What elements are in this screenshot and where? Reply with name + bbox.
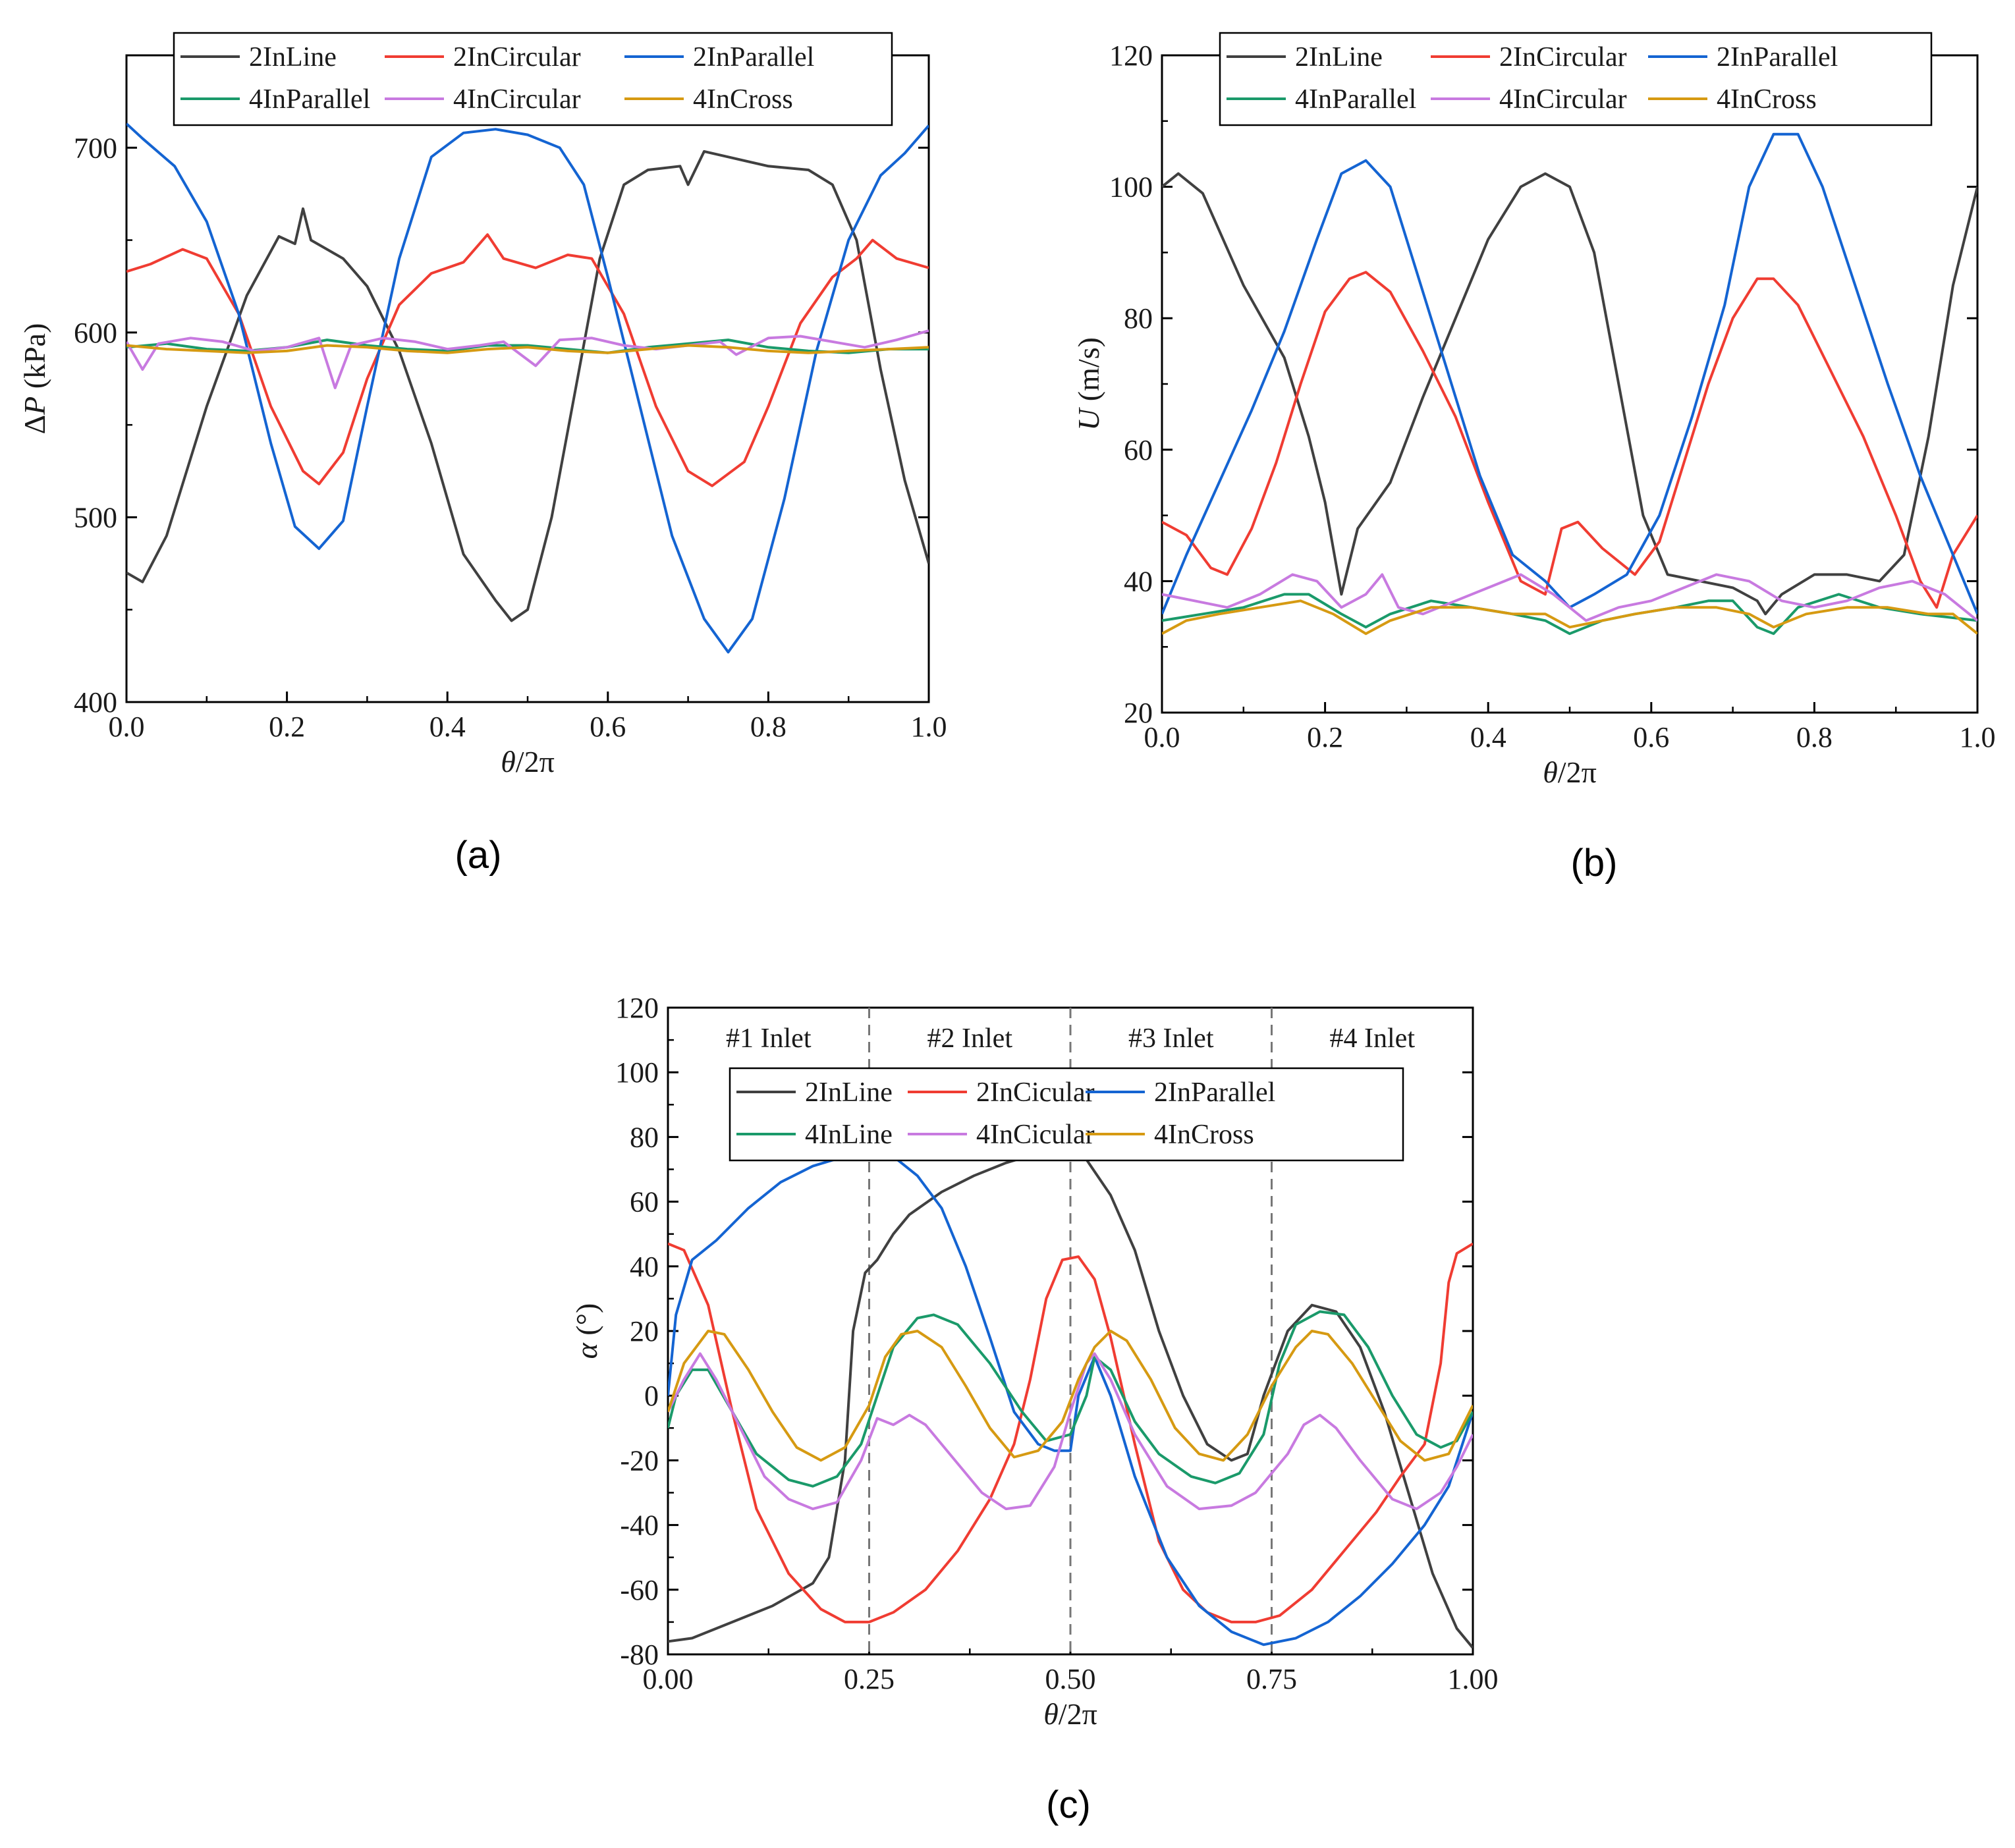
y-tick-label: 500 [74,501,117,533]
x-axis-label: θ/2π [1543,755,1597,789]
y-axis-label: α (°) [570,1303,603,1359]
x-tick-label: 0.25 [844,1663,895,1695]
chart-panel-b: 0.0 0.2 0.4 0.6 0.8 1.0 20 40 60 80 100 120 θ/2π U (m… [1072,32,1996,884]
y-tick-label: 600 [74,317,117,349]
legend-label-4InParallel: 4InParallel [1295,84,1416,115]
legend-label-4InCircular: 4InCircular [1499,84,1627,115]
series-line-4InParallel [1162,593,1977,636]
x-tick-label: 0.00 [643,1663,694,1695]
legend-label-2InLine: 2InLine [805,1077,893,1108]
legend-label-2InCircular: 2InCircular [1499,42,1627,72]
legend-box [1219,32,1933,126]
series-line-2InLine [1162,172,1977,616]
legend-label-4InCircular: 4InCircular [453,84,581,115]
legend-label-4InCross: 4InCross [1717,84,1817,115]
x-tick-label: 1.00 [1448,1663,1499,1695]
y-tick-label: 100 [1109,171,1153,204]
legend-label-4InCross: 4InCross [693,84,793,115]
legend-label-2InLine: 2InLine [1295,42,1383,72]
panel-label: (c) [1046,1783,1091,1826]
y-tick-label: 400 [74,686,117,719]
y-tick-label: 700 [74,132,117,164]
x-axis-label: θ/2π [501,745,555,778]
x-tick-label: 0.4 [429,711,466,743]
y-axis-label: U (m/s) [1072,337,1105,431]
y-tick-label: -40 [620,1509,659,1542]
panel-label: (b) [1571,842,1618,884]
legend-label-2InLine: 2InLine [249,42,337,72]
series-line-4InLine [668,1310,1473,1488]
y-tick-label: 80 [1124,302,1153,335]
series-line-4InCross [1162,599,1977,636]
legend-label-4InLine: 4InLine [805,1120,893,1150]
legend-label-4InParallel: 4InParallel [249,84,370,115]
y-tick-label: 20 [630,1315,659,1347]
x-tick-label: 0.8 [1796,721,1833,753]
x-tick-label: 0.6 [590,711,626,743]
y-axis-label: ΔP (kPa) [18,323,51,435]
x-tick-label: 0.2 [1307,721,1343,753]
legend-label-4InCross: 4InCross [1154,1120,1254,1150]
legend-label-4InCicular: 4InCicular [976,1120,1095,1150]
series-line-2InCircular [126,233,929,487]
panel-label: (a) [455,834,502,877]
chart-panel-a: 0.0 0.2 0.4 0.6 0.8 1.0 400 500 600 700 θ/2π ΔP (kP… [18,32,947,877]
series-line-2InParallel [668,1149,1473,1646]
x-tick-label: 0.50 [1045,1663,1096,1695]
series-line-2InLine [126,149,929,622]
series-line-4InCircular [126,329,929,389]
x-axis-label: θ/2π [1043,1697,1097,1731]
y-tick-label: 80 [630,1121,659,1153]
y-tick-label: 120 [615,992,659,1024]
y-tick-label: -60 [620,1574,659,1606]
inlet-label: #1 Inlet [726,1023,812,1054]
series-line-4InCicular [668,1352,1473,1511]
y-tick-label: -20 [620,1444,659,1477]
legend-box [729,1067,1404,1162]
y-tick-label: 40 [1124,565,1153,597]
y-tick-label: 0 [644,1380,659,1412]
x-tick-label: 0.2 [269,711,305,743]
x-tick-label: 1.0 [911,711,947,743]
series-line-2InParallel [126,122,929,654]
legend-label-2InCicular: 2InCicular [976,1077,1095,1108]
x-tick-label: 0.0 [109,711,145,743]
inlet-label: #2 Inlet [927,1023,1013,1054]
inlet-label: #3 Inlet [1128,1023,1214,1054]
x-tick-label: 0.4 [1470,721,1506,753]
x-tick-label: 0.0 [1144,721,1180,753]
y-tick-label: 60 [1124,434,1153,466]
y-tick-label: 120 [1109,40,1153,72]
y-tick-label: 40 [630,1251,659,1283]
y-tick-label: 20 [1124,697,1153,729]
series-line-2InCircular [1162,271,1977,609]
inlet-label: #4 Inlet [1330,1023,1416,1054]
legend-label-2InCircular: 2InCircular [453,42,581,72]
legend-label-2InParallel: 2InParallel [1154,1077,1275,1108]
x-tick-label: 0.6 [1633,721,1669,753]
series-line-4InCross [668,1330,1473,1462]
y-tick-label: 100 [615,1056,659,1089]
x-tick-label: 0.8 [750,711,787,743]
x-tick-label: 1.0 [1960,721,1996,753]
y-tick-label: -80 [620,1639,659,1671]
series-line-2InCicular [668,1242,1473,1623]
legend-label-2InParallel: 2InParallel [693,42,814,72]
x-tick-label: 0.75 [1246,1663,1297,1695]
series-line-4InCross [126,344,929,354]
legend-box [173,32,893,126]
y-tick-label: 60 [630,1186,659,1218]
chart-panel-c: 0.00 0.25 0.50 0.75 1.00 -80 -60 -40 -20 0 20 40 60 8… [570,992,1499,1826]
series-line-4InCircular [1162,573,1977,622]
legend-label-2InParallel: 2InParallel [1717,42,1838,72]
